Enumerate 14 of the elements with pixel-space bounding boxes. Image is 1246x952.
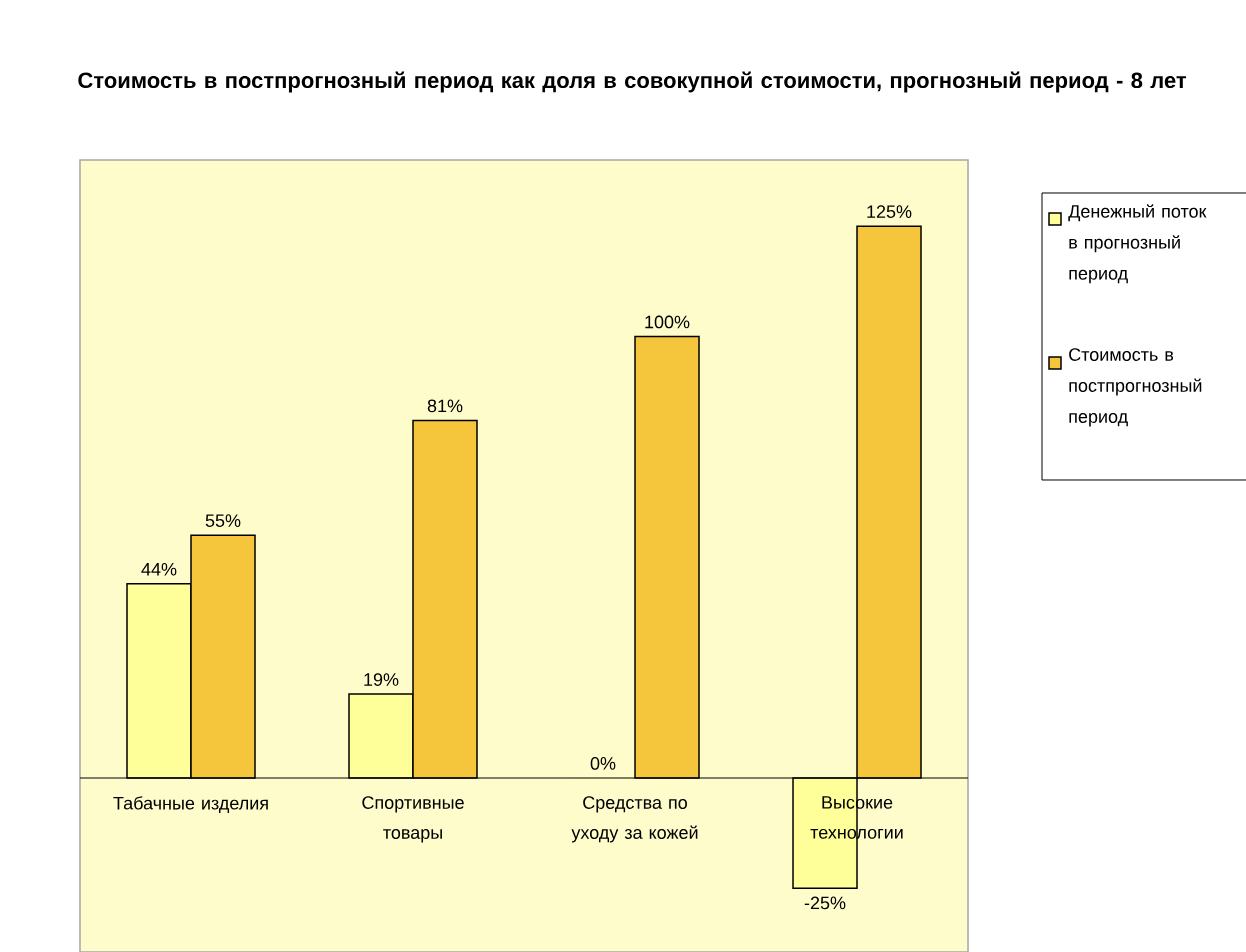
legend-label: Стоимость в постпрогнозный период [1069, 348, 1202, 427]
data-label: 100% [645, 315, 690, 329]
data-label: 0% [590, 757, 616, 770]
legend-label: Денежный поток в прогнозный период [1068, 204, 1207, 284]
x-tick-label: Табачные изделия [113, 796, 268, 813]
data-label: 125% [867, 205, 912, 218]
data-label: 19% [364, 673, 399, 686]
data-label: 81% [427, 399, 463, 413]
data-label: 55% [205, 514, 241, 527]
chart-title: Стоимость в постпрогнозный период как доля в совокупной стоимости, прогнозный период - 8 лет [78, 71, 1187, 93]
data-label: -25% [804, 896, 846, 910]
x-tick-label: Спортивные товары [362, 796, 464, 843]
x-tick-label: Средства по уходу за кожей [571, 796, 698, 843]
data-label: 44% [141, 562, 177, 576]
